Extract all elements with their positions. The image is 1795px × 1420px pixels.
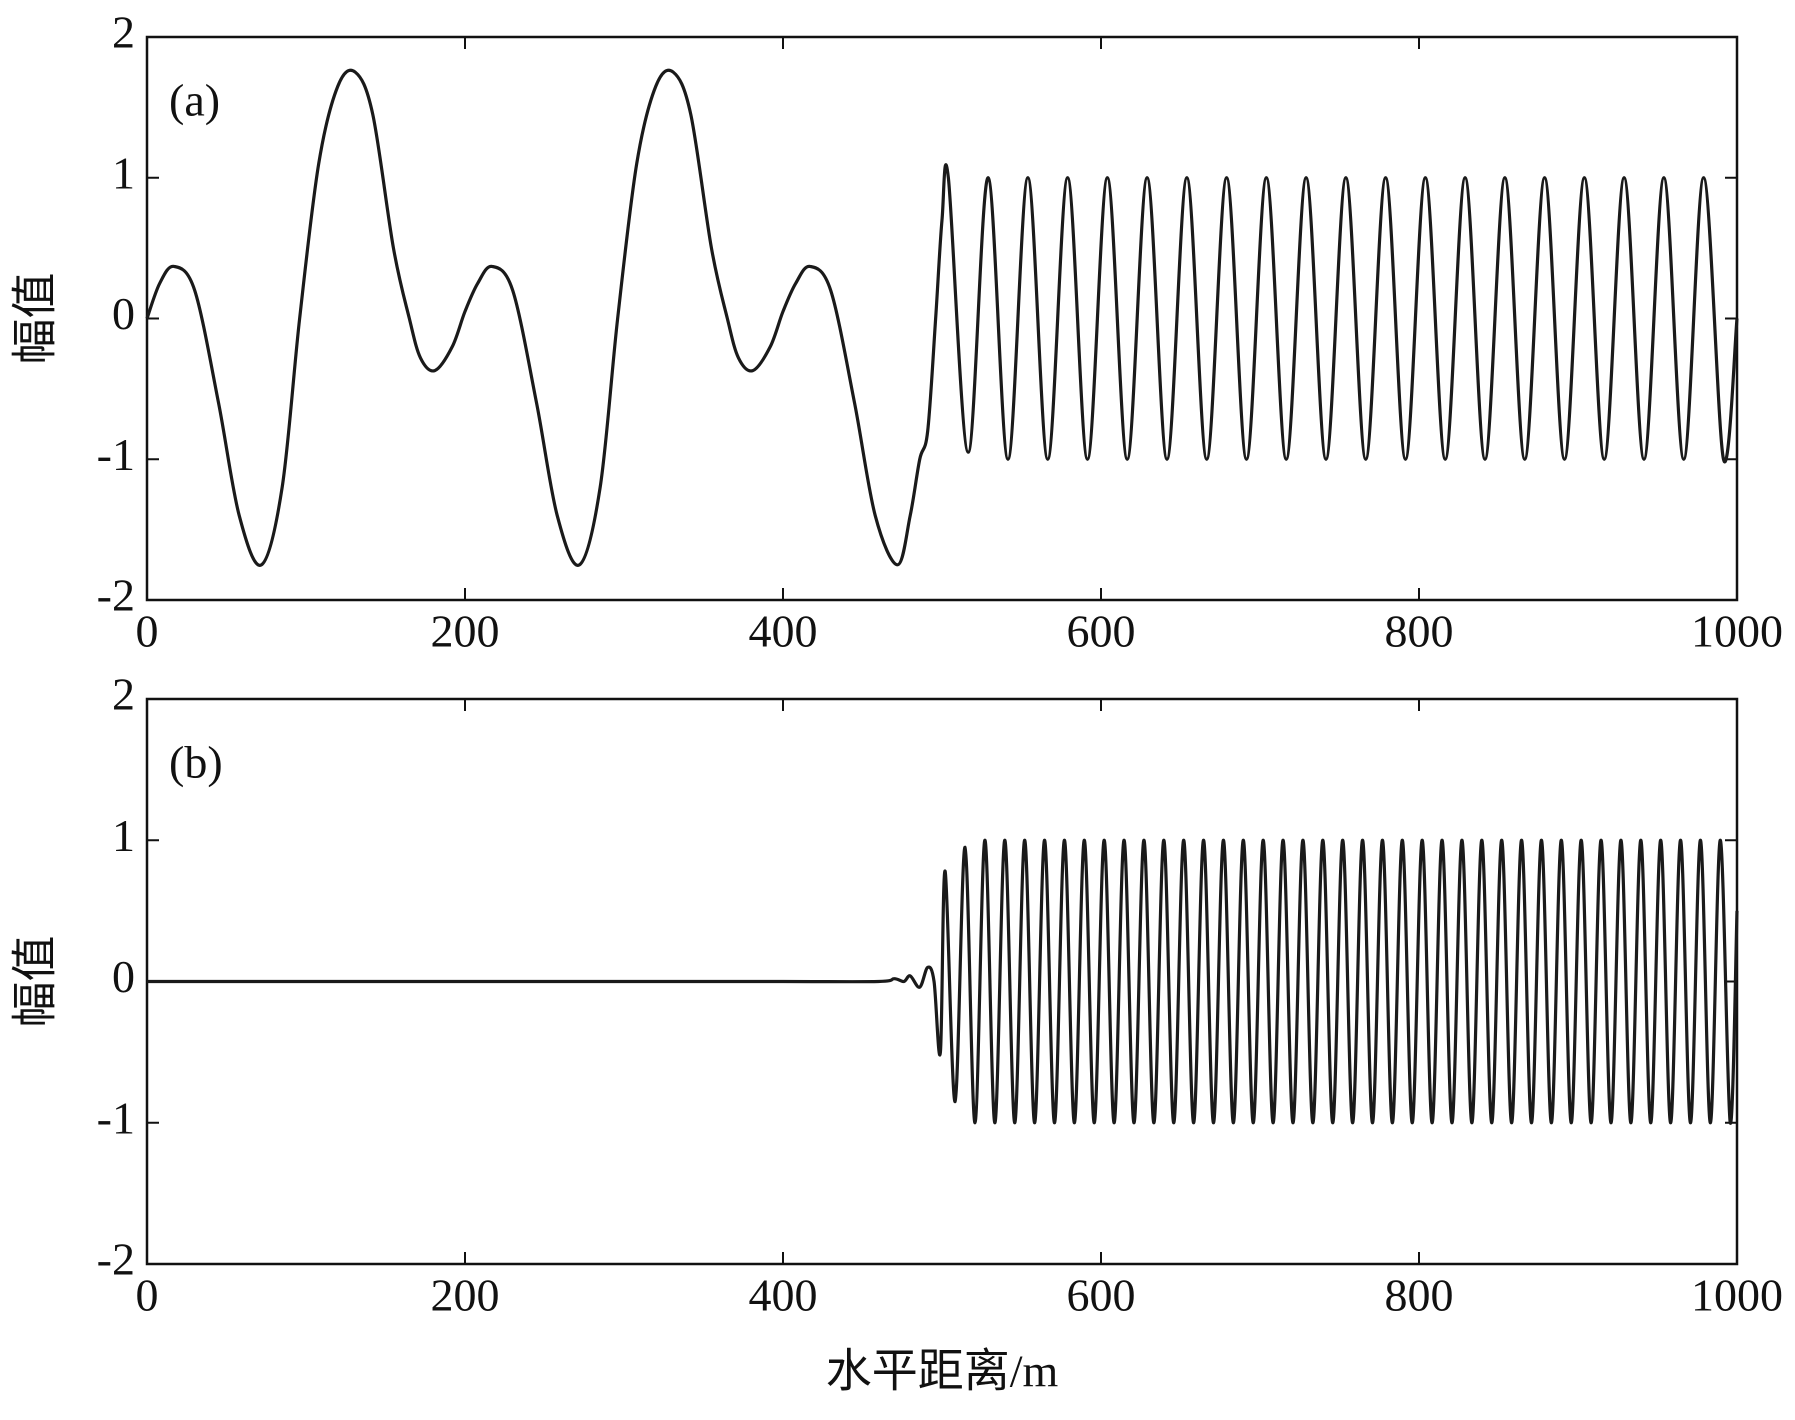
x-tick-label: 200 xyxy=(431,1270,500,1321)
y-tick-label: -2 xyxy=(97,1234,135,1285)
plot-frame xyxy=(145,35,1739,602)
y-tick-label: -1 xyxy=(97,429,135,480)
x-tick-label: 800 xyxy=(1385,1270,1454,1321)
x-tick-label: 0 xyxy=(136,606,159,657)
data-line xyxy=(145,68,1739,567)
x-axis-label: 水平距离/m xyxy=(826,1346,1059,1397)
x-tick-label: 400 xyxy=(749,606,818,657)
y-tick-label: 0 xyxy=(112,951,135,1002)
x-tick-label: 0 xyxy=(136,1270,159,1321)
data-line xyxy=(147,838,1739,1125)
x-tick-label: 600 xyxy=(1067,1270,1136,1321)
y-tick-label: 2 xyxy=(112,7,135,58)
y-tick-label: 0 xyxy=(112,288,135,339)
x-tick-label: 800 xyxy=(1385,606,1454,657)
y-axis-label: 幅值 xyxy=(10,936,61,1028)
x-tick-label: 400 xyxy=(749,1270,818,1321)
y-tick-label: -1 xyxy=(97,1092,135,1143)
y-tick-label: 1 xyxy=(112,810,135,861)
y-axis-label: 幅值 xyxy=(10,273,61,365)
x-tick-label: 1000 xyxy=(1691,606,1783,657)
y-tick-label: 1 xyxy=(112,147,135,198)
y-tick-label: -2 xyxy=(97,570,135,621)
panel-label: (a) xyxy=(169,75,220,126)
x-tick-label: 200 xyxy=(431,606,500,657)
x-tick-label: 1000 xyxy=(1691,1270,1783,1321)
panel-label: (b) xyxy=(169,737,223,788)
x-tick-label: 600 xyxy=(1067,606,1136,657)
y-tick-label: 2 xyxy=(112,669,135,720)
